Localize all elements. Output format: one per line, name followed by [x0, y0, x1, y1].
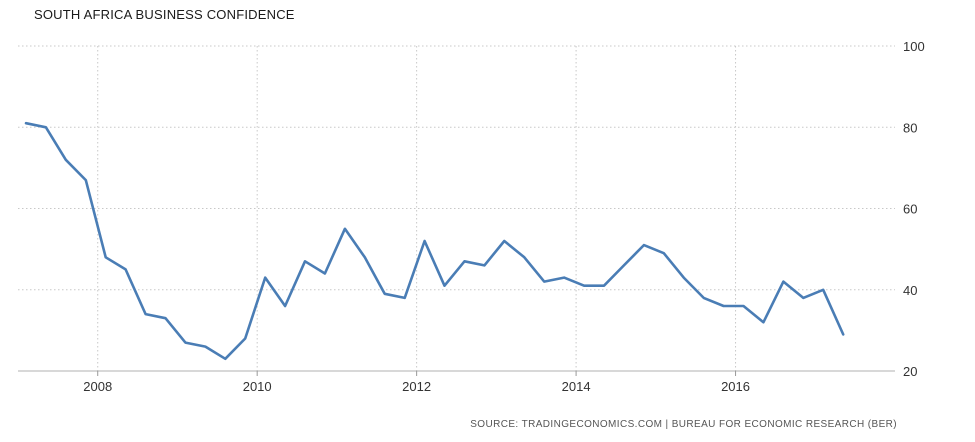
chart-source: SOURCE: TRADINGECONOMICS.COM | BUREAU FO… [470, 419, 897, 430]
horizontal-gridlines [18, 45, 895, 291]
y-tick-label: 80 [903, 120, 917, 135]
y-tick-label: 100 [903, 39, 925, 54]
y-axis-ticks: 20 40 60 80 100 [903, 39, 925, 379]
x-tick-label: 2010 [243, 379, 272, 394]
vertical-gridlines [97, 46, 737, 371]
x-axis-ticks: 2008 2010 2012 2014 2016 [83, 371, 750, 394]
x-tick-label: 2016 [721, 379, 750, 394]
chart-title: SOUTH AFRICA BUSINESS CONFIDENCE [34, 7, 295, 22]
series-line [24, 121, 845, 361]
y-tick-label: 60 [903, 202, 917, 217]
y-tick-label: 20 [903, 364, 917, 379]
x-tick-label: 2012 [402, 379, 431, 394]
y-tick-label: 40 [903, 283, 917, 298]
x-tick-label: 2008 [83, 379, 112, 394]
x-tick-label: 2014 [562, 379, 591, 394]
